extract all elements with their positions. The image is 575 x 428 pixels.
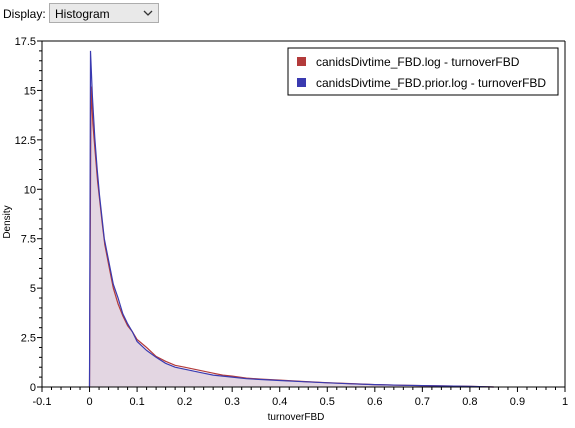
series-line-2 <box>88 50 494 388</box>
display-select-value: Histogram <box>55 7 110 21</box>
series-area-2 <box>89 50 494 388</box>
y-axis-title: Density <box>2 205 13 238</box>
x-tick-label: 1 <box>562 396 568 408</box>
x-tick-label: 0.5 <box>320 396 335 408</box>
legend-swatch-series-2 <box>297 78 306 87</box>
x-tick-label: 0.4 <box>272 396 287 408</box>
x-axis-title: turnoverFBD <box>268 412 325 423</box>
x-tick-label: 0.3 <box>225 396 240 408</box>
legend-label-series-1: canidsDivtime_FBD.log - turnoverFBD <box>316 55 520 69</box>
series-line-1 <box>88 86 494 388</box>
display-label: Display: <box>3 7 46 21</box>
legend-label-series-2: canidsDivtime_FBD.prior.log - turnoverFB… <box>316 76 546 90</box>
x-axis-ticks: -0.1 0 0.1 0.2 0.3 0.4 0.5 0.6 0.7 0.8 0.9 1 <box>33 387 568 408</box>
toolbar: Display: Histogram <box>0 0 575 30</box>
x-tick-label: -0.1 <box>33 396 52 408</box>
display-select[interactable]: Histogram <box>49 3 159 23</box>
y-tick-label: 15 <box>24 85 36 97</box>
y-axis-ticks: 0 2.5 5 7.5 10 12.5 15 17.5 <box>15 36 42 394</box>
x-tick-label: 0 <box>86 396 92 408</box>
x-tick-label: 0.9 <box>510 396 525 408</box>
x-tick-label: 0.1 <box>129 396 144 408</box>
legend-swatch-series-1 <box>297 57 306 66</box>
x-tick-label: 0.8 <box>462 396 477 408</box>
x-tick-label: 0.7 <box>415 396 430 408</box>
y-tick-label: 5 <box>30 283 36 295</box>
chevron-down-icon <box>142 7 154 22</box>
y-tick-label: 10 <box>24 184 36 196</box>
y-tick-label: 0 <box>30 382 36 394</box>
y-tick-label: 12.5 <box>15 135 36 147</box>
x-tick-label: 0.2 <box>177 396 192 408</box>
y-tick-label: 2.5 <box>21 333 36 345</box>
legend-box <box>287 47 559 96</box>
y-tick-label: 17.5 <box>15 36 36 48</box>
y-tick-label: 7.5 <box>21 234 36 246</box>
legend: canidsDivtime_FBD.log - turnoverFBD cani… <box>287 47 559 96</box>
x-tick-label: 0.6 <box>367 396 382 408</box>
